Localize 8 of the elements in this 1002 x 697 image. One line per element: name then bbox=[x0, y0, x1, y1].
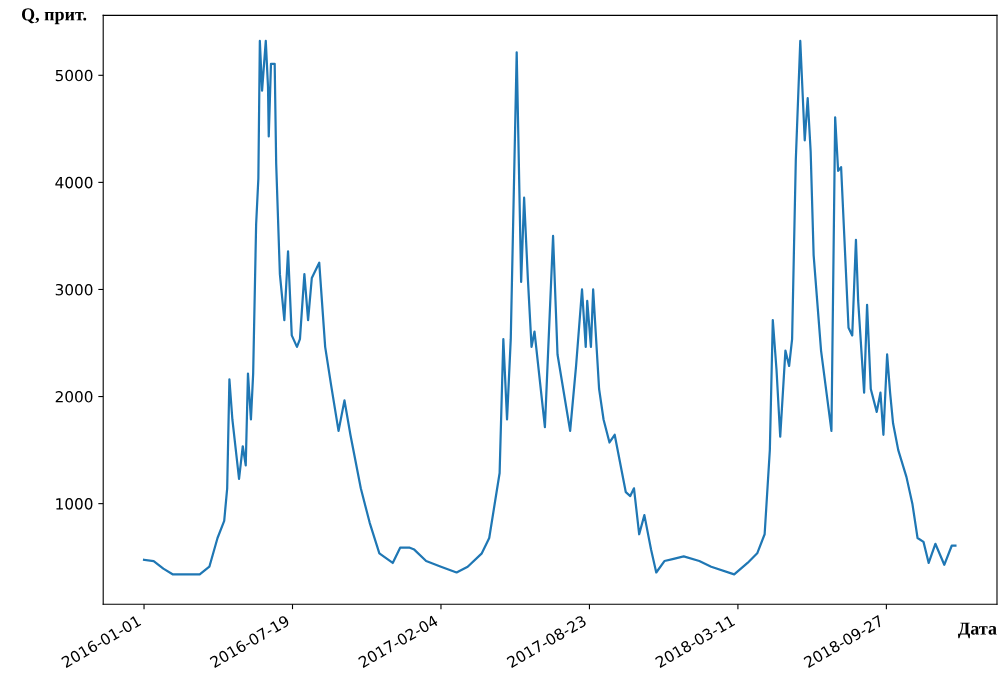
y-tick-label: 5000 bbox=[55, 69, 93, 82]
y-tick-label: 4000 bbox=[55, 176, 93, 189]
line-series bbox=[142, 39, 957, 576]
y-axis-title: Q, прит. bbox=[21, 8, 87, 25]
x-axis-title: Дата bbox=[958, 622, 997, 639]
y-tick-label: 1000 bbox=[56, 498, 93, 510]
y-tick-label: 3000 bbox=[55, 283, 93, 296]
y-tick-label: 2000 bbox=[55, 391, 93, 403]
